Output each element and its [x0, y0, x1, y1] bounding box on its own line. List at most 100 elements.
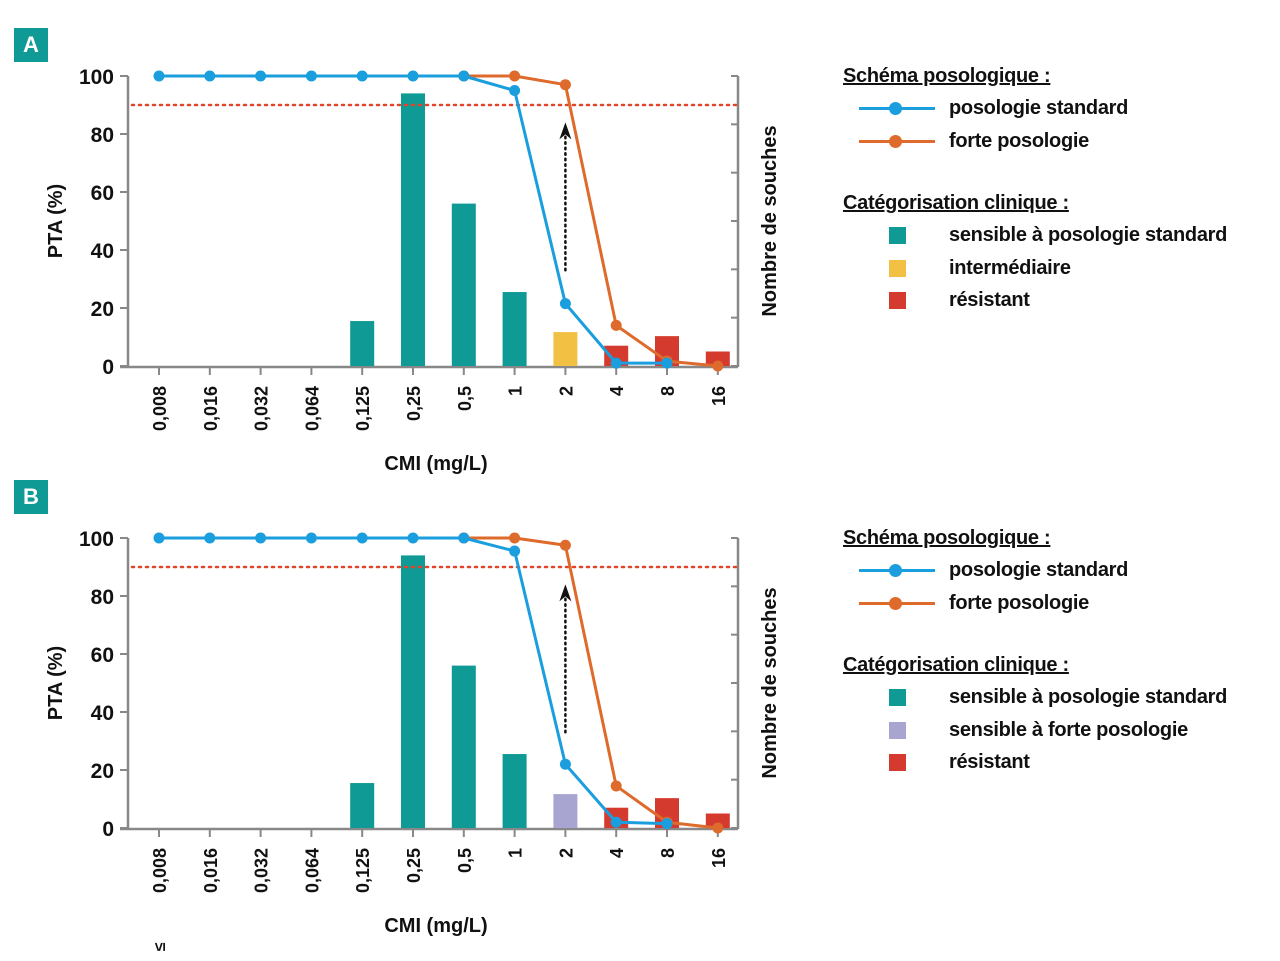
legend-label: forte posologie — [949, 591, 1089, 614]
legend-item-intermediate: intermédiaire — [843, 252, 1227, 285]
series-point-standard — [559, 758, 571, 770]
bar-resistant — [705, 351, 730, 366]
series-point-standard — [559, 298, 571, 310]
series-point-high — [712, 360, 724, 372]
x-tick-label: 0,5 — [455, 848, 475, 873]
line-marker-icon — [859, 596, 935, 610]
series-point-high — [610, 319, 622, 331]
series-point-standard — [255, 532, 267, 544]
square-swatch-icon — [889, 689, 906, 706]
x-tick-label: 8 — [658, 848, 678, 858]
series-point-standard — [305, 70, 317, 82]
bar-susceptible-standard — [350, 783, 375, 828]
legend-item-high: forte posologie — [843, 587, 1227, 620]
x-tick-label: 0,5 — [455, 386, 475, 411]
series-point-high — [610, 780, 622, 792]
x-axis-label: CMI (mg/L) — [384, 915, 487, 937]
y-axis-label: PTA (%) — [45, 646, 67, 720]
line-marker-icon — [859, 102, 935, 115]
bar-susceptible-standard — [350, 321, 375, 366]
x-tick-label: 0,064 — [302, 848, 322, 893]
legend-item-standard: posologie standard — [843, 92, 1227, 125]
y-tick-label: 80 — [91, 586, 114, 609]
series-point-high — [509, 532, 521, 544]
legend-a: Schéma posologique : posologie standard … — [843, 60, 1227, 317]
x-tick-label: 0,125 — [353, 848, 373, 893]
bar-susceptible-standard — [502, 292, 527, 366]
legend-category-header: Catégorisation clinique : — [843, 654, 1069, 676]
legend-label: résistant — [949, 751, 1030, 773]
y2-axis-label: Nombre de souches — [759, 125, 781, 316]
square-swatch-icon — [889, 227, 906, 244]
series-point-standard — [356, 70, 368, 82]
line-marker-icon — [859, 564, 935, 577]
legend-label: sensible à posologie standard — [949, 686, 1228, 708]
bar-resistant — [604, 345, 629, 366]
panel-label-b: B — [14, 480, 48, 514]
legend-dosing-header: Schéma posologique : — [843, 527, 1051, 549]
series-point-standard — [204, 532, 216, 544]
x-tick-label: 2 — [556, 386, 576, 396]
y-tick-label: 60 — [91, 644, 114, 667]
bar-intermediate — [553, 332, 578, 366]
y-axis-label: PTA (%) — [45, 184, 67, 258]
y-tick-label: 0 — [102, 356, 114, 379]
y-tick-label: 80 — [91, 124, 114, 147]
legend-label: intermédiaire — [949, 256, 1071, 279]
bar-susceptible-standard — [502, 754, 527, 828]
legend-item-resistant: résistant — [843, 284, 1227, 317]
square-swatch-icon — [889, 721, 906, 739]
x-tick-label: 0,25 — [404, 848, 424, 883]
x-tick-label: 16 — [709, 386, 729, 406]
panel-label-a: A — [14, 28, 48, 62]
bar-susceptible-high — [553, 794, 578, 828]
series-point-standard — [407, 70, 419, 82]
y-tick-label: 100 — [79, 528, 114, 551]
legend-b: Schéma posologique : posologie standard … — [843, 522, 1227, 779]
series-point-standard — [407, 532, 419, 544]
x-tick-label: 0,032 — [252, 386, 272, 431]
series-point-high — [509, 70, 521, 82]
legend-label: posologie standard — [949, 559, 1129, 581]
legend-category-header: Catégorisation clinique : — [843, 192, 1069, 214]
x-tick-label: 4 — [607, 386, 627, 396]
series-point-standard — [255, 70, 267, 82]
arrow-head-icon — [559, 122, 572, 140]
y-tick-label: 0 — [102, 818, 114, 841]
x-tick-label: 16 — [709, 848, 729, 868]
series-point-high — [559, 79, 571, 91]
bar-resistant — [705, 813, 730, 828]
x-tick-label: 0,064 — [302, 386, 322, 431]
legend-item-susceptible-standard: sensible à posologie standard — [843, 681, 1227, 714]
series-point-high — [559, 539, 571, 551]
series-point-standard — [610, 816, 622, 828]
series-point-standard — [509, 85, 521, 96]
y-tick-label: 40 — [91, 240, 114, 263]
bar-susceptible-standard — [451, 203, 476, 366]
series-line-high — [463, 536, 718, 830]
x-tick-label: 0,016 — [201, 386, 221, 431]
chart-a: 0 20 40 60 80 100 PTA (%) Nombre de souches 0,00… — [45, 66, 781, 475]
x-tick-label: 1 — [506, 386, 526, 396]
y-tick-label: 20 — [91, 298, 114, 321]
series-point-standard — [204, 70, 216, 82]
legend-dosing-header: Schéma posologique : — [843, 65, 1051, 87]
y2-axis-label: Nombre de souches — [759, 587, 781, 778]
series-point-standard — [356, 532, 368, 544]
legend-item-standard: posologie standard — [843, 554, 1227, 587]
x-tick-label: 1 — [506, 848, 526, 858]
y-tick-label: 60 — [91, 182, 114, 205]
y-tick-label: 40 — [91, 702, 114, 725]
x-tick-label: 2 — [556, 848, 576, 858]
legend-label: posologie standard — [949, 97, 1129, 119]
square-swatch-icon — [889, 292, 906, 309]
legend-item-resistant: résistant — [843, 746, 1227, 779]
x-tick-label: 0,008 — [150, 848, 170, 893]
bar-susceptible-standard — [401, 555, 425, 828]
series-point-standard — [305, 532, 317, 544]
legend-item-high: forte posologie — [843, 125, 1227, 158]
series-point-standard — [661, 357, 673, 369]
arrow-head-icon — [559, 584, 572, 602]
x-tick-label: 8 — [658, 386, 678, 396]
series-point-standard — [153, 532, 165, 544]
